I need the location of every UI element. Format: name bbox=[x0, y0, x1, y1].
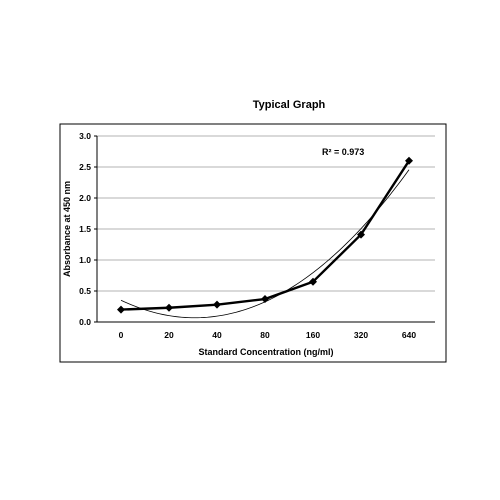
y-axis-label: Absorbance at 450 nm bbox=[62, 181, 72, 277]
series-line bbox=[120, 160, 411, 311]
y-tick-label: 0.5 bbox=[79, 286, 91, 296]
data-point-marker bbox=[309, 277, 317, 286]
y-tick-label: 1.5 bbox=[79, 224, 91, 234]
gridlines bbox=[97, 135, 435, 292]
chart-title: Typical Graph bbox=[253, 99, 326, 111]
x-axis-ticks: 0 20 40 80 160 320 640 bbox=[119, 330, 417, 340]
y-axis-ticks: 0.0 0.5 1.0 1.5 2.0 2.5 3.0 bbox=[79, 131, 97, 327]
data-point-marker bbox=[117, 305, 125, 314]
data-point-marker bbox=[261, 295, 269, 304]
r-squared-label: R² = 0.973 bbox=[322, 147, 364, 157]
data-point-marker bbox=[213, 300, 221, 309]
x-axis-label: Standard Concentration (ng/ml) bbox=[199, 347, 334, 357]
y-tick-label: 3.0 bbox=[79, 131, 91, 141]
x-tick-label: 640 bbox=[402, 330, 416, 340]
x-tick-label: 80 bbox=[260, 330, 270, 340]
y-tick-label: 2.5 bbox=[79, 162, 91, 172]
data-point-marker bbox=[357, 230, 365, 239]
x-tick-label: 0 bbox=[119, 330, 124, 340]
y-tick-label: 0.0 bbox=[79, 317, 91, 327]
x-tick-label: 40 bbox=[212, 330, 222, 340]
y-tick-label: 2.0 bbox=[79, 193, 91, 203]
y-tick-label: 1.0 bbox=[79, 255, 91, 265]
x-tick-label: 20 bbox=[164, 330, 174, 340]
data-series bbox=[117, 156, 413, 314]
data-point-marker bbox=[165, 303, 173, 312]
x-tick-label: 160 bbox=[306, 330, 320, 340]
data-point-marker bbox=[405, 156, 413, 165]
x-tick-label: 320 bbox=[354, 330, 368, 340]
plot-frame bbox=[59, 123, 447, 363]
